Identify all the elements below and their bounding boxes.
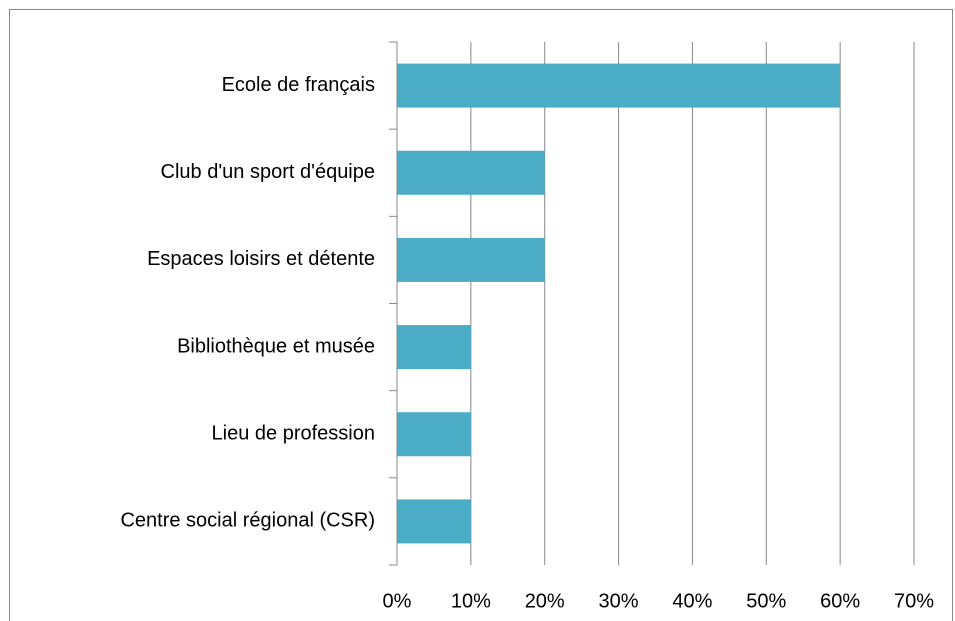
y-tick-label: Bibliothèque et musée	[177, 335, 375, 357]
bar	[397, 237, 545, 282]
y-tick-label: Ecole de français	[222, 74, 375, 96]
bar	[397, 499, 471, 544]
bar	[397, 412, 471, 457]
x-tick-label: 70%	[894, 590, 934, 612]
y-tick-label: Club d'un sport d'équipe	[161, 161, 375, 183]
bar	[397, 150, 545, 195]
x-tick-label: 30%	[599, 590, 639, 612]
x-tick-label: 10%	[451, 590, 491, 612]
x-tick-label: 0%	[383, 590, 412, 612]
x-tick-label: 60%	[820, 590, 860, 612]
bar	[397, 325, 471, 370]
y-tick-label: Lieu de profession	[212, 423, 375, 445]
x-tick-label: 40%	[672, 590, 712, 612]
bar	[397, 63, 841, 108]
y-tick-label: Espaces loisirs et détente	[147, 248, 375, 270]
x-tick-label: 50%	[746, 590, 786, 612]
y-tick-label: Centre social régional (CSR)	[120, 510, 375, 532]
chart-frame	[9, 9, 953, 621]
x-tick-label: 20%	[525, 590, 565, 612]
